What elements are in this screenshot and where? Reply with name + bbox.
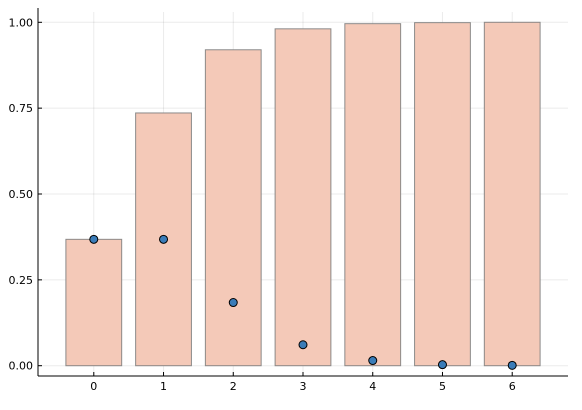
bar [414, 22, 471, 367]
bar [274, 28, 332, 367]
bar [483, 21, 541, 367]
y-tick-label: 0.00 [9, 360, 34, 373]
bars-group [65, 21, 541, 367]
x-tick-label: 5 [439, 380, 446, 393]
data-point [89, 234, 99, 244]
x-tick-label: 4 [369, 380, 376, 393]
x-tick-label: 1 [160, 380, 167, 393]
y-tick-label: 1.00 [9, 16, 34, 29]
y-tick-label: 0.25 [9, 274, 34, 287]
x-tick-label: 0 [90, 380, 97, 393]
data-point [298, 340, 308, 350]
bar [204, 49, 262, 367]
x-tick-label: 6 [509, 380, 516, 393]
x-tick-label: 2 [230, 380, 237, 393]
data-point [507, 360, 517, 370]
y-tick-label: 0.50 [9, 188, 34, 201]
data-point [159, 234, 169, 244]
y-tick-labels: 0.00 0.25 0.50 0.75 1.00 [9, 16, 34, 372]
x-tick-label: 3 [300, 380, 307, 393]
y-tick-label: 0.75 [9, 102, 34, 115]
bar [65, 238, 123, 367]
bar [344, 23, 402, 367]
data-point [368, 356, 378, 366]
data-point [228, 298, 238, 308]
points-group [89, 234, 517, 370]
x-tick-labels: 0 1 2 3 4 5 6 [90, 380, 515, 393]
data-point [437, 360, 447, 370]
axes [37, 8, 568, 377]
